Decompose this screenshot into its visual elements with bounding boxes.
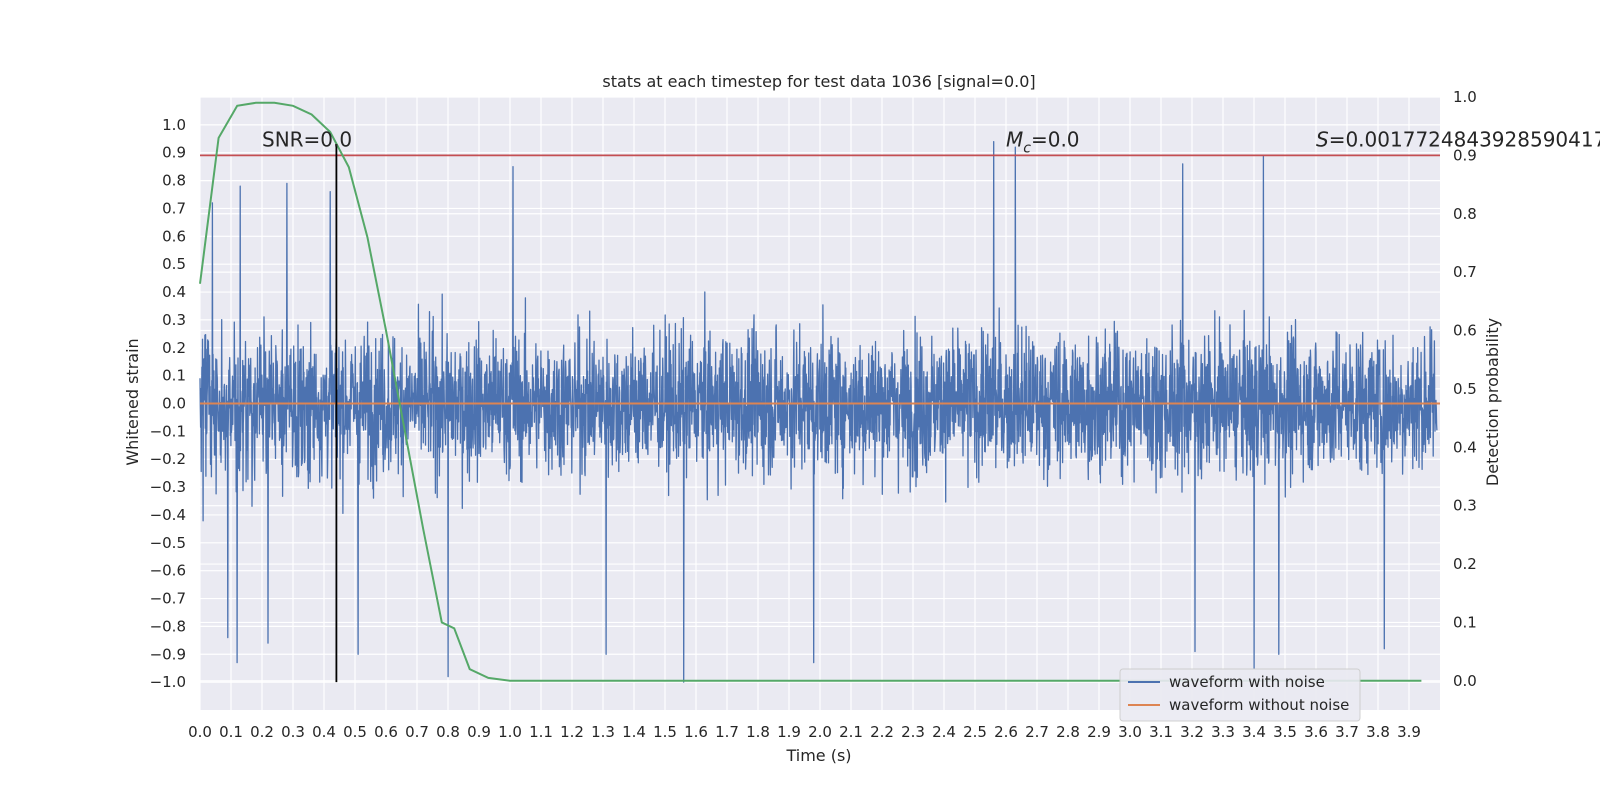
- y-tick-label: 0.9: [162, 144, 186, 162]
- x-tick-label: 0.8: [436, 723, 460, 741]
- x-tick-label: 2.7: [1025, 723, 1049, 741]
- x-tick-label: 2.2: [870, 723, 894, 741]
- y-tick-label-right: 0.4: [1453, 438, 1477, 456]
- x-tick-label: 0.3: [281, 723, 305, 741]
- y-tick-label-right: 0.6: [1453, 322, 1477, 340]
- y-tick-label: −0.2: [150, 450, 186, 468]
- x-tick-label: 1.3: [591, 723, 615, 741]
- annotation-1: Mc=0.0: [1006, 127, 1080, 156]
- x-tick-label: 1.1: [529, 723, 553, 741]
- y-tick-label-right: 0.2: [1453, 555, 1477, 573]
- y-tick-label: 0.1: [162, 367, 186, 385]
- x-tick-label: 2.3: [901, 723, 925, 741]
- x-tick-label: 3.1: [1149, 723, 1173, 741]
- annotation-0: SNR=0.0: [262, 127, 352, 151]
- series-detection-probability: [199, 101, 1422, 682]
- annotations: SNR=0.0 Mc=0.0 S=0.0017724843928590417: [262, 127, 1600, 156]
- x-tick-label: 1.0: [498, 723, 522, 741]
- y-tick-label: 0.6: [162, 227, 186, 245]
- chart-title: stats at each timestep for test data 103…: [602, 72, 1035, 91]
- x-tick-label: 0.5: [343, 723, 367, 741]
- y-tick-label: −0.3: [150, 478, 186, 496]
- detection-probability-line: [199, 101, 1422, 682]
- y-tick-label: −0.5: [150, 534, 186, 552]
- y-tick-label-right: 0.5: [1453, 380, 1477, 398]
- y-tick-label: −1.0: [150, 673, 186, 691]
- x-tick-label: 2.6: [994, 723, 1018, 741]
- x-tick-label: 3.2: [1180, 723, 1204, 741]
- x-axis-label: Time (s): [785, 746, 851, 765]
- x-tick-label: 3.0: [1118, 723, 1142, 741]
- y-tick-label: 1.0: [162, 116, 186, 134]
- tick-labels: 0.0 0.1 0.2 0.3 0.4 0.5 0.6 0.7 0.8 0.9 1.0 1.1 1.2 1…: [150, 88, 1477, 741]
- y-tick-label: 0.8: [162, 172, 186, 190]
- x-tick-label: 3.3: [1211, 723, 1235, 741]
- y-tick-label: −0.9: [150, 645, 186, 663]
- x-tick-label: 1.6: [684, 723, 708, 741]
- x-tick-label: 0.1: [219, 723, 243, 741]
- y-tick-label-right: 0.0: [1453, 672, 1477, 690]
- x-tick-label: 3.8: [1366, 723, 1390, 741]
- x-tick-label: 1.2: [560, 723, 584, 741]
- y-tick-label: 0.0: [162, 395, 186, 413]
- y-tick-label-right: 0.8: [1453, 205, 1477, 223]
- x-tick-label: 2.4: [932, 723, 956, 741]
- x-tick-label: 2.0: [808, 723, 832, 741]
- y-tick-label: −0.1: [150, 422, 186, 440]
- legend: waveform with noise waveform without noi…: [1119, 668, 1361, 722]
- y-tick-label-right: 1.0: [1453, 88, 1477, 106]
- x-tick-label: 3.4: [1242, 723, 1266, 741]
- x-tick-label: 1.7: [715, 723, 739, 741]
- x-tick-label: 3.5: [1273, 723, 1297, 741]
- x-tick-label: 2.9: [1087, 723, 1111, 741]
- y-tick-label: −0.4: [150, 506, 186, 524]
- x-tick-label: 1.9: [777, 723, 801, 741]
- x-tick-label: 3.7: [1335, 723, 1359, 741]
- x-tick-label: 0.7: [405, 723, 429, 741]
- y-tick-label-right: 0.7: [1453, 263, 1477, 281]
- x-tick-label: 2.1: [839, 723, 863, 741]
- y-tick-label: 0.5: [162, 255, 186, 273]
- x-tick-label: 0.0: [188, 723, 212, 741]
- y-tick-label-right: 0.1: [1453, 613, 1477, 631]
- x-tick-label: 1.4: [622, 723, 646, 741]
- y-tick-label-right: 0.9: [1453, 146, 1477, 164]
- x-tick-label: 0.2: [250, 723, 274, 741]
- y-axis-label-right: Detection probability: [1483, 318, 1502, 486]
- y-tick-label: 0.4: [162, 283, 186, 301]
- x-tick-label: 0.6: [374, 723, 398, 741]
- annotation-2: S=0.0017724843928590417: [1316, 127, 1600, 151]
- x-tick-label: 2.8: [1056, 723, 1080, 741]
- x-tick-label: 0.4: [312, 723, 336, 741]
- y-tick-label: 0.3: [162, 311, 186, 329]
- y-tick-label: −0.6: [150, 562, 186, 580]
- legend-box: [1119, 668, 1361, 722]
- legend-label-noise: waveform with noise: [1169, 673, 1325, 691]
- x-tick-label: 3.6: [1304, 723, 1328, 741]
- y-tick-label: 0.2: [162, 339, 186, 357]
- y-axis-label: Whitened strain: [123, 338, 142, 465]
- legend-label-clean: waveform without noise: [1169, 696, 1349, 714]
- y-tick-label: −0.7: [150, 590, 186, 608]
- x-tick-label: 1.5: [653, 723, 677, 741]
- y-tick-label: 0.7: [162, 199, 186, 217]
- y-tick-label: −0.8: [150, 617, 186, 635]
- y-tick-label-right: 0.3: [1453, 497, 1477, 515]
- x-tick-label: 1.8: [746, 723, 770, 741]
- x-tick-label: 2.5: [963, 723, 987, 741]
- x-tick-label: 3.9: [1397, 723, 1421, 741]
- x-tick-label: 0.9: [467, 723, 491, 741]
